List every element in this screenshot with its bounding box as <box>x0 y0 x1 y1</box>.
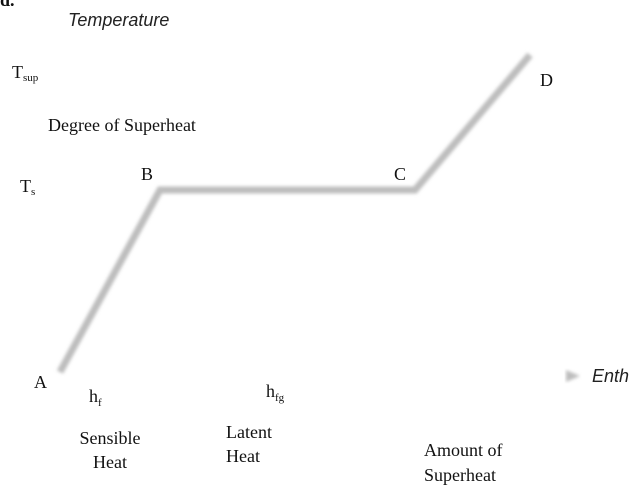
y-axis-label: Temperature <box>68 10 169 30</box>
text-part: h <box>89 386 98 406</box>
process-curve <box>56 52 533 374</box>
hfg: hfg <box>266 381 285 404</box>
tsup: Tsup <box>12 62 39 84</box>
x-axis-label: Enth <box>592 366 629 386</box>
point-c: C <box>394 164 406 184</box>
latent-heat: Latent Heat <box>226 422 272 466</box>
text-part: sup <box>23 72 39 84</box>
x-axis-arrow <box>566 370 580 382</box>
sensible-heat: Sensible Heat <box>80 428 141 472</box>
superheat-degree: Degree of Superheat <box>48 115 196 135</box>
ts: Ts <box>20 176 35 198</box>
text-part: Superheat <box>424 465 496 485</box>
superheat-amount: Amount of Superheat <box>424 440 503 485</box>
point-d: D <box>540 70 553 90</box>
text-part: T <box>12 62 23 82</box>
text-part: Sensible <box>80 428 141 448</box>
text-part: T <box>20 176 31 196</box>
point-a: A <box>34 372 47 392</box>
figure-label: d. <box>0 0 15 10</box>
text-part: Heat <box>226 446 260 466</box>
text-part: f <box>98 397 102 409</box>
text-part: Heat <box>93 452 127 472</box>
text-part: Amount of <box>424 440 503 460</box>
text-part: Latent <box>226 422 272 442</box>
text-part: s <box>31 186 35 198</box>
text-part: h <box>266 381 275 401</box>
point-b: B <box>141 164 153 184</box>
text-part: fg <box>275 392 285 404</box>
hf: hf <box>89 386 102 409</box>
